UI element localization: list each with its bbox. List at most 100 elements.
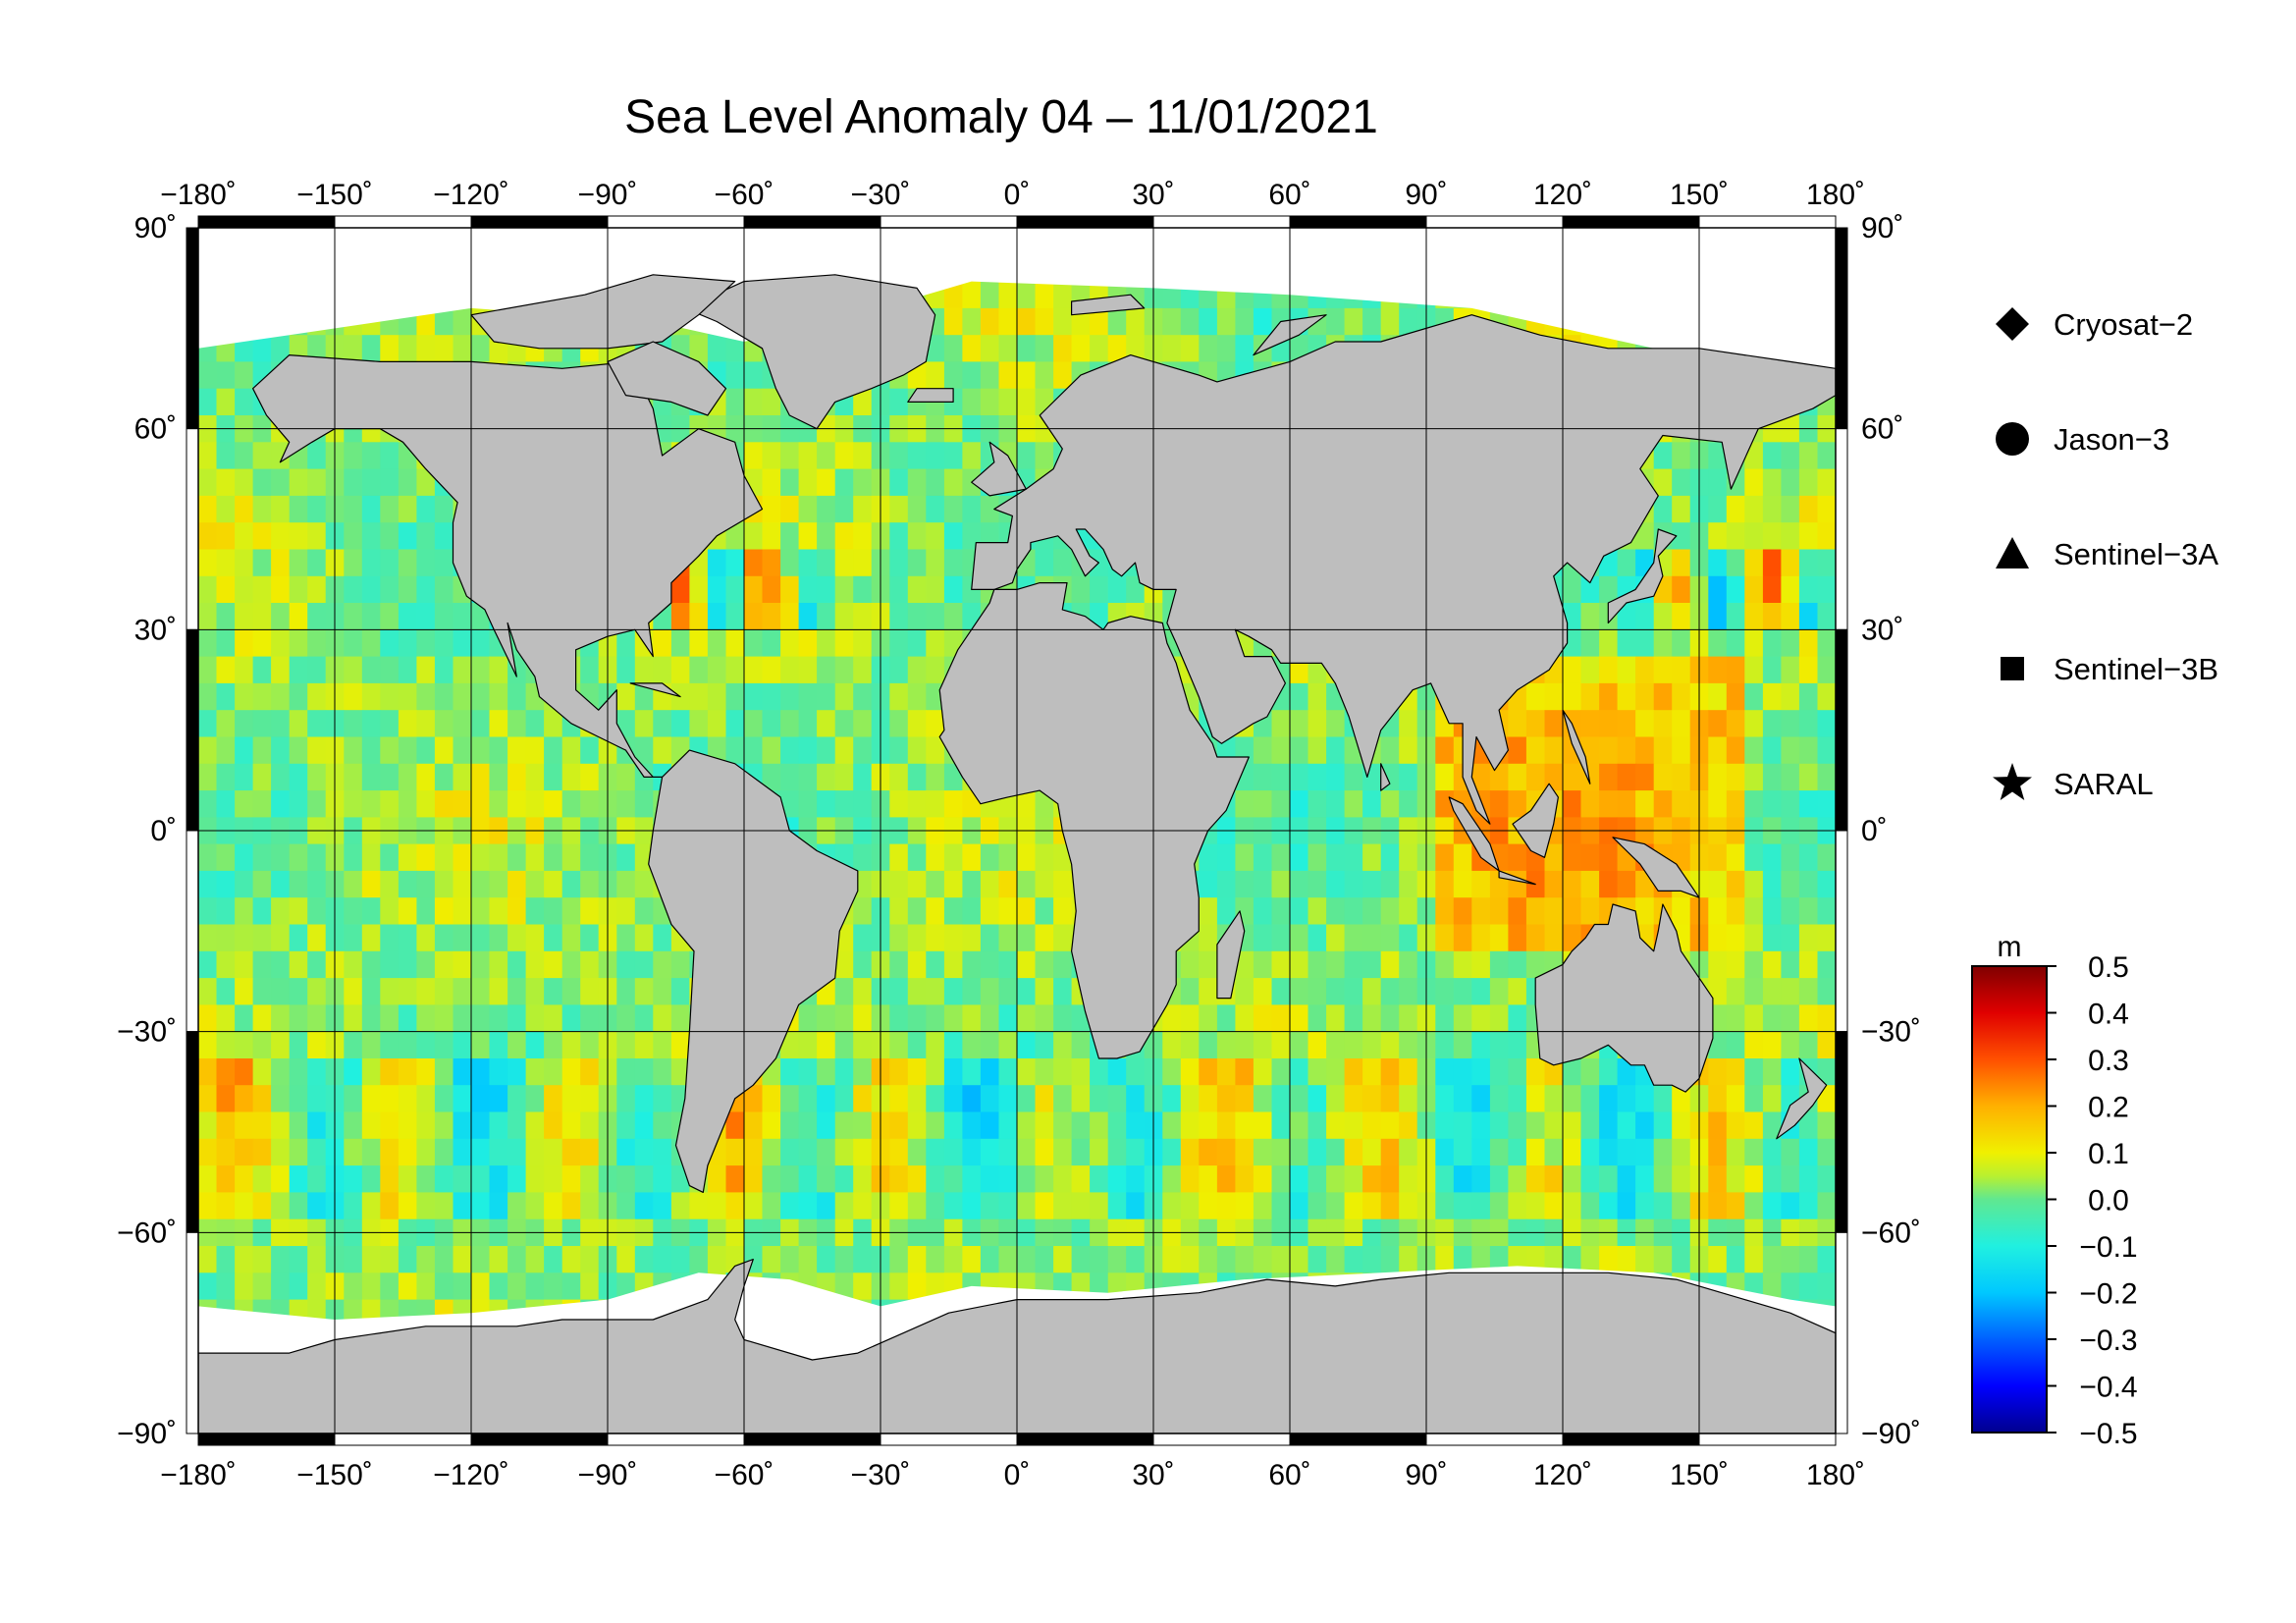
anomaly-cell bbox=[1471, 1246, 1491, 1273]
anomaly-cell bbox=[1344, 843, 1363, 872]
anomaly-cell bbox=[1180, 1031, 1200, 1059]
anomaly-cell bbox=[1744, 924, 1764, 952]
anomaly-cell bbox=[1817, 629, 1836, 658]
anomaly-cell bbox=[416, 870, 436, 898]
anomaly-cell bbox=[361, 1111, 381, 1140]
anomaly-cell bbox=[1107, 575, 1127, 604]
anomaly-cell bbox=[1326, 1165, 1346, 1193]
anomaly-cell bbox=[1798, 682, 1818, 711]
anomaly-cell bbox=[235, 656, 254, 684]
anomaly-cell bbox=[1798, 603, 1818, 630]
anomaly-cell bbox=[907, 603, 927, 630]
anomaly-cell bbox=[1508, 1138, 1527, 1166]
anomaly-cell bbox=[1525, 682, 1545, 711]
anomaly-cell bbox=[216, 629, 236, 658]
anomaly-cell bbox=[271, 549, 291, 577]
anomaly-cell bbox=[744, 388, 764, 416]
anomaly-cell bbox=[198, 1192, 218, 1220]
anomaly-cell bbox=[252, 1031, 272, 1059]
anomaly-cell bbox=[962, 843, 982, 872]
anomaly-cell bbox=[1508, 790, 1527, 818]
anomaly-cell bbox=[853, 388, 873, 416]
anomaly-cell bbox=[1090, 1246, 1109, 1273]
anomaly-cell bbox=[580, 1004, 600, 1033]
anomaly-cell bbox=[1580, 656, 1600, 684]
anomaly-cell bbox=[307, 629, 327, 658]
anomaly-cell bbox=[1489, 978, 1509, 1005]
anomaly-cell bbox=[634, 710, 654, 738]
anomaly-cell bbox=[198, 790, 218, 818]
anomaly-cell bbox=[1798, 1031, 1818, 1059]
anomaly-cell bbox=[1271, 1192, 1291, 1220]
anomaly-cell bbox=[998, 281, 1018, 309]
lon-tick-label-top: −60˚ bbox=[715, 179, 774, 211]
frame-segment-left bbox=[186, 428, 199, 630]
anomaly-cell bbox=[380, 1085, 400, 1113]
anomaly-cell bbox=[235, 1004, 254, 1033]
anomaly-cell bbox=[1781, 629, 1800, 658]
anomaly-cell bbox=[489, 897, 508, 926]
anomaly-cell bbox=[289, 870, 308, 898]
lat-tick-label-right: −90˚ bbox=[1861, 1418, 1921, 1450]
anomaly-cell bbox=[1617, 1192, 1636, 1220]
frame-segment-left bbox=[186, 628, 199, 832]
anomaly-cell bbox=[544, 843, 563, 872]
anomaly-cell bbox=[1271, 1246, 1291, 1273]
anomaly-cell bbox=[1653, 468, 1673, 497]
anomaly-cell bbox=[1090, 307, 1109, 336]
anomaly-cell bbox=[1435, 897, 1455, 926]
anomaly-cell bbox=[943, 870, 963, 898]
anomaly-cell bbox=[1453, 897, 1472, 926]
anomaly-cell bbox=[725, 361, 745, 390]
anomaly-cell bbox=[798, 710, 818, 738]
anomaly-cell bbox=[216, 950, 236, 979]
anomaly-cell bbox=[980, 950, 999, 979]
anomaly-cell bbox=[889, 468, 909, 497]
anomaly-cell bbox=[216, 870, 236, 898]
anomaly-cell bbox=[1199, 870, 1218, 898]
lat-tick-label-right: 90˚ bbox=[1861, 212, 1903, 244]
anomaly-cell bbox=[1672, 763, 1691, 791]
anomaly-cell bbox=[289, 1085, 308, 1113]
anomaly-cell bbox=[216, 924, 236, 952]
anomaly-cell bbox=[1798, 843, 1818, 872]
anomaly-cell bbox=[1489, 1111, 1509, 1140]
anomaly-cell bbox=[1817, 1272, 1836, 1301]
anomaly-cell bbox=[1508, 1058, 1527, 1086]
anomaly-cell bbox=[1216, 870, 1236, 898]
anomaly-cell bbox=[1817, 710, 1836, 738]
anomaly-cell bbox=[1726, 710, 1745, 738]
anomaly-cell bbox=[344, 897, 363, 926]
anomaly-cell bbox=[834, 575, 854, 604]
anomaly-cell bbox=[853, 1111, 873, 1140]
anomaly-cell bbox=[1326, 870, 1346, 898]
anomaly-cell bbox=[1162, 1004, 1182, 1033]
anomaly-cell bbox=[1525, 1246, 1545, 1273]
anomaly-cell bbox=[216, 1111, 236, 1140]
anomaly-cell bbox=[634, 978, 654, 1005]
anomaly-cell bbox=[1471, 924, 1491, 952]
anomaly-cell bbox=[1798, 736, 1818, 765]
anomaly-cell bbox=[235, 603, 254, 630]
anomaly-cell bbox=[361, 870, 381, 898]
anomaly-cell bbox=[1399, 307, 1418, 336]
anomaly-cell bbox=[1090, 1085, 1109, 1113]
anomaly-cell bbox=[1235, 1111, 1255, 1140]
anomaly-cell bbox=[616, 763, 636, 791]
anomaly-cell bbox=[1653, 495, 1673, 523]
anomaly-cell bbox=[289, 1004, 308, 1033]
anomaly-cell bbox=[634, 924, 654, 952]
anomaly-cell bbox=[907, 682, 927, 711]
anomaly-cell bbox=[344, 843, 363, 872]
anomaly-cell bbox=[1308, 1085, 1327, 1113]
anomaly-cell bbox=[361, 682, 381, 711]
anomaly-cell bbox=[1435, 1165, 1455, 1193]
anomaly-cell bbox=[1489, 1192, 1509, 1220]
anomaly-cell bbox=[198, 495, 218, 523]
anomaly-cell bbox=[1798, 1272, 1818, 1301]
anomaly-cell bbox=[1399, 710, 1418, 738]
anomaly-cell bbox=[1708, 870, 1728, 898]
anomaly-cell bbox=[198, 575, 218, 604]
anomaly-cell bbox=[380, 1246, 400, 1273]
anomaly-cell bbox=[1162, 335, 1182, 363]
